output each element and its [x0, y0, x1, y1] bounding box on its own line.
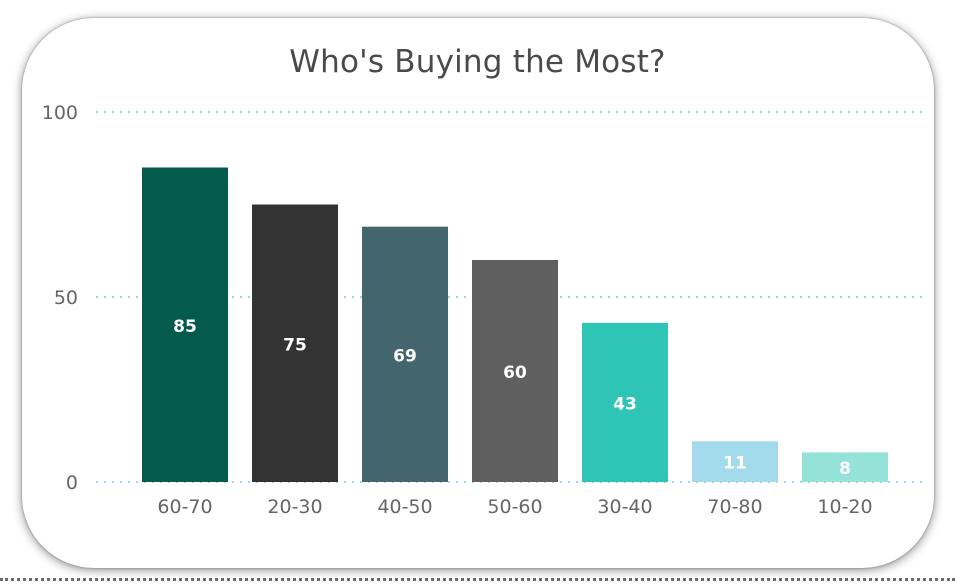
- y-tick-label: 0: [66, 472, 78, 494]
- y-tick-label: 100: [42, 102, 78, 124]
- bars: [142, 167, 888, 482]
- bottom-dotted-rule: [0, 578, 955, 581]
- data-label: 11: [723, 454, 747, 474]
- y-tick-label: 50: [54, 287, 78, 309]
- data-label: 43: [613, 394, 637, 414]
- data-label: 69: [393, 346, 417, 366]
- x-tick-label: 30-40: [597, 496, 652, 518]
- bar: [802, 452, 888, 482]
- bar: [692, 441, 778, 482]
- x-tick-label: 40-50: [377, 496, 432, 518]
- bar: [582, 322, 668, 482]
- bar: [362, 226, 448, 482]
- bar: [472, 260, 558, 482]
- data-label: 75: [283, 335, 307, 355]
- y-axis: 0 50 100: [42, 102, 78, 494]
- data-label: 85: [173, 317, 197, 337]
- data-label: 8: [839, 459, 851, 479]
- x-tick-label: 10-20: [817, 496, 872, 518]
- bar: [142, 167, 228, 482]
- data-label: 60: [503, 363, 527, 383]
- data-labels: 85 75 69 60 43 11 8: [173, 317, 851, 479]
- x-tick-label: 50-60: [487, 496, 542, 518]
- bar: [252, 204, 338, 482]
- x-axis: 60-70 20-30 40-50 50-60 30-40 70-80 10-20: [157, 496, 872, 518]
- chart-title: Who's Buying the Most?: [289, 44, 666, 80]
- x-tick-label: 20-30: [267, 496, 322, 518]
- x-tick-label: 60-70: [157, 496, 212, 518]
- x-tick-label: 70-80: [707, 496, 762, 518]
